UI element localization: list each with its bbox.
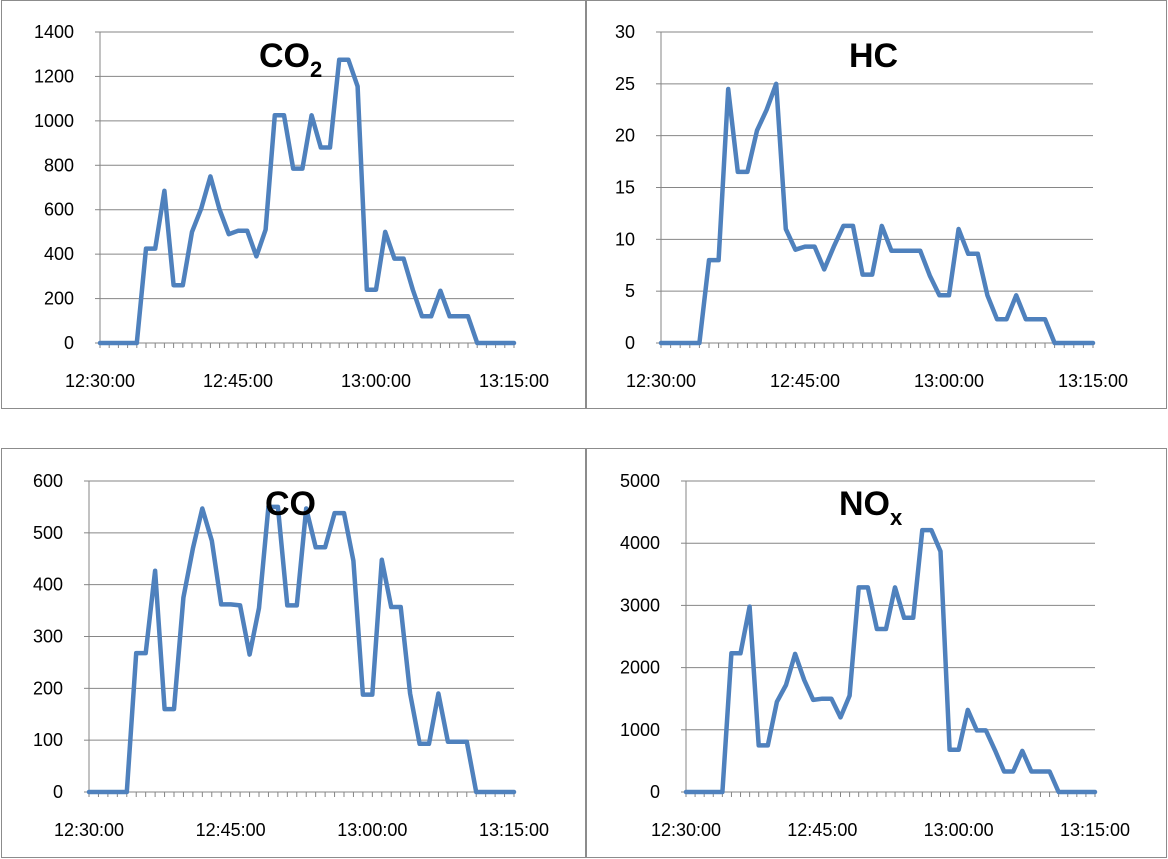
y-tick-label: 200 bbox=[33, 678, 63, 698]
y-tick-label: 1000 bbox=[34, 111, 74, 131]
y-tick-label: 500 bbox=[33, 523, 63, 543]
x-tick-label: 13:00:00 bbox=[914, 371, 984, 391]
y-tick-label: 1000 bbox=[620, 720, 660, 740]
x-tick-label: 13:00:00 bbox=[341, 371, 411, 391]
x-tick-label: 13:15:00 bbox=[1060, 820, 1130, 840]
x-tick-label: 12:45:00 bbox=[770, 371, 840, 391]
co-chart-panel: 0 100 200 300 400 500 600 12:30:00 12:45:00 13:00… bbox=[1, 448, 586, 858]
series-line bbox=[86, 504, 517, 795]
y-tick-label: 800 bbox=[44, 155, 74, 175]
x-tick-label: 12:30:00 bbox=[65, 371, 135, 391]
hc-chart-panel: 0 5 10 15 20 25 30 12:30:00 12:45:00 13:00:00 13:1… bbox=[586, 0, 1167, 409]
y-tick-label: 300 bbox=[33, 627, 63, 647]
hc-chart: 0 5 10 15 20 25 30 12:30:00 12:45:00 13:00:00 13:1… bbox=[615, 22, 1128, 391]
x-tick-label: 13:15:00 bbox=[479, 371, 549, 391]
series-line bbox=[683, 527, 1098, 795]
co2-chart: 0 200 400 600 800 1000 1200 1400 12:30:00 12:45:0… bbox=[34, 22, 549, 391]
y-tick-label: 5 bbox=[625, 281, 635, 301]
nox-chart: 0 1000 2000 3000 4000 5000 12:30:00 12:45:00 13:… bbox=[620, 471, 1130, 840]
x-tick-label: 13:00:00 bbox=[924, 820, 994, 840]
y-tick-label: 30 bbox=[615, 22, 635, 42]
x-tick-label: 12:30:00 bbox=[54, 820, 124, 840]
x-tick-label: 13:15:00 bbox=[479, 820, 549, 840]
series-line bbox=[658, 81, 1096, 346]
y-tick-label: 100 bbox=[33, 730, 63, 750]
chart-title: CO bbox=[265, 485, 316, 523]
y-tick-label: 10 bbox=[615, 229, 635, 249]
y-tick-label: 0 bbox=[650, 782, 660, 802]
x-tick-label: 13:15:00 bbox=[1058, 371, 1128, 391]
series-line bbox=[97, 57, 517, 346]
y-tick-label: 1200 bbox=[34, 66, 74, 86]
y-tick-label: 0 bbox=[64, 333, 74, 353]
x-tick-label: 12:45:00 bbox=[787, 820, 857, 840]
y-tick-label: 4000 bbox=[620, 533, 660, 553]
y-tick-label: 600 bbox=[44, 200, 74, 220]
y-tick-label: 20 bbox=[615, 126, 635, 146]
y-tick-label: 5000 bbox=[620, 471, 660, 491]
y-tick-label: 0 bbox=[625, 333, 635, 353]
co2-chart-panel: 0 200 400 600 800 1000 1200 1400 12:30:00 12:45:0… bbox=[1, 0, 586, 409]
co-chart: 0 100 200 300 400 500 600 12:30:00 12:45:00 13:00… bbox=[33, 471, 549, 840]
y-tick-label: 200 bbox=[44, 289, 74, 309]
x-tick-label: 13:00:00 bbox=[337, 820, 407, 840]
y-tick-label: 15 bbox=[615, 178, 635, 198]
y-tick-label: 400 bbox=[33, 575, 63, 595]
x-tick-label: 12:45:00 bbox=[196, 820, 266, 840]
chart-title: HC bbox=[849, 37, 898, 75]
y-tick-label: 3000 bbox=[620, 595, 660, 615]
y-tick-label: 2000 bbox=[620, 658, 660, 678]
x-tick-label: 12:30:00 bbox=[651, 820, 721, 840]
x-tick-label: 12:45:00 bbox=[203, 371, 273, 391]
nox-chart-panel: 0 1000 2000 3000 4000 5000 12:30:00 12:45:00 13:… bbox=[586, 448, 1167, 858]
y-tick-label: 25 bbox=[615, 74, 635, 94]
y-tick-label: 600 bbox=[33, 471, 63, 491]
y-tick-label: 0 bbox=[53, 782, 63, 802]
chart-title: CO2 bbox=[259, 37, 322, 82]
y-tick-label: 400 bbox=[44, 244, 74, 264]
chart-title: NOx bbox=[839, 485, 903, 530]
y-tick-label: 1400 bbox=[34, 22, 74, 42]
x-tick-label: 12:30:00 bbox=[626, 371, 696, 391]
